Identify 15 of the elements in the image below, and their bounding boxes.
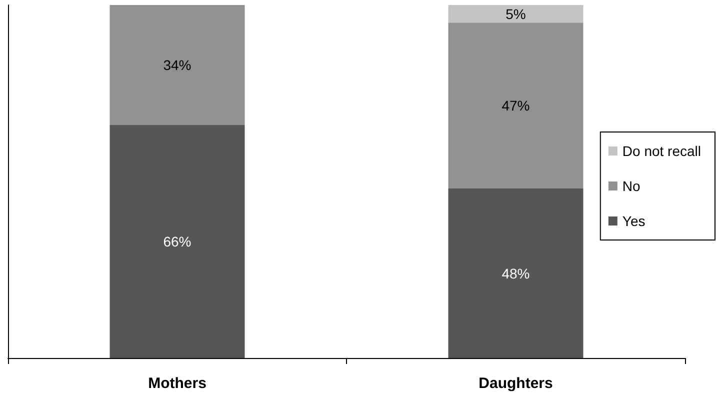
x-tick-label: Mothers — [148, 375, 206, 392]
x-tick-label: Daughters — [478, 375, 553, 392]
data-label: 5% — [506, 6, 526, 22]
legend-label: Do not recall — [622, 143, 701, 159]
bar — [110, 5, 245, 126]
data-label: 34% — [163, 57, 192, 74]
bar — [448, 5, 584, 23]
legend-label: Yes — [622, 213, 646, 229]
legend-label: No — [622, 178, 641, 194]
data-label: 48% — [502, 265, 530, 282]
data-label: 66% — [163, 234, 192, 250]
data-label: 47% — [502, 98, 530, 114]
bar — [448, 188, 584, 358]
bar — [110, 125, 245, 358]
bar — [448, 22, 584, 189]
